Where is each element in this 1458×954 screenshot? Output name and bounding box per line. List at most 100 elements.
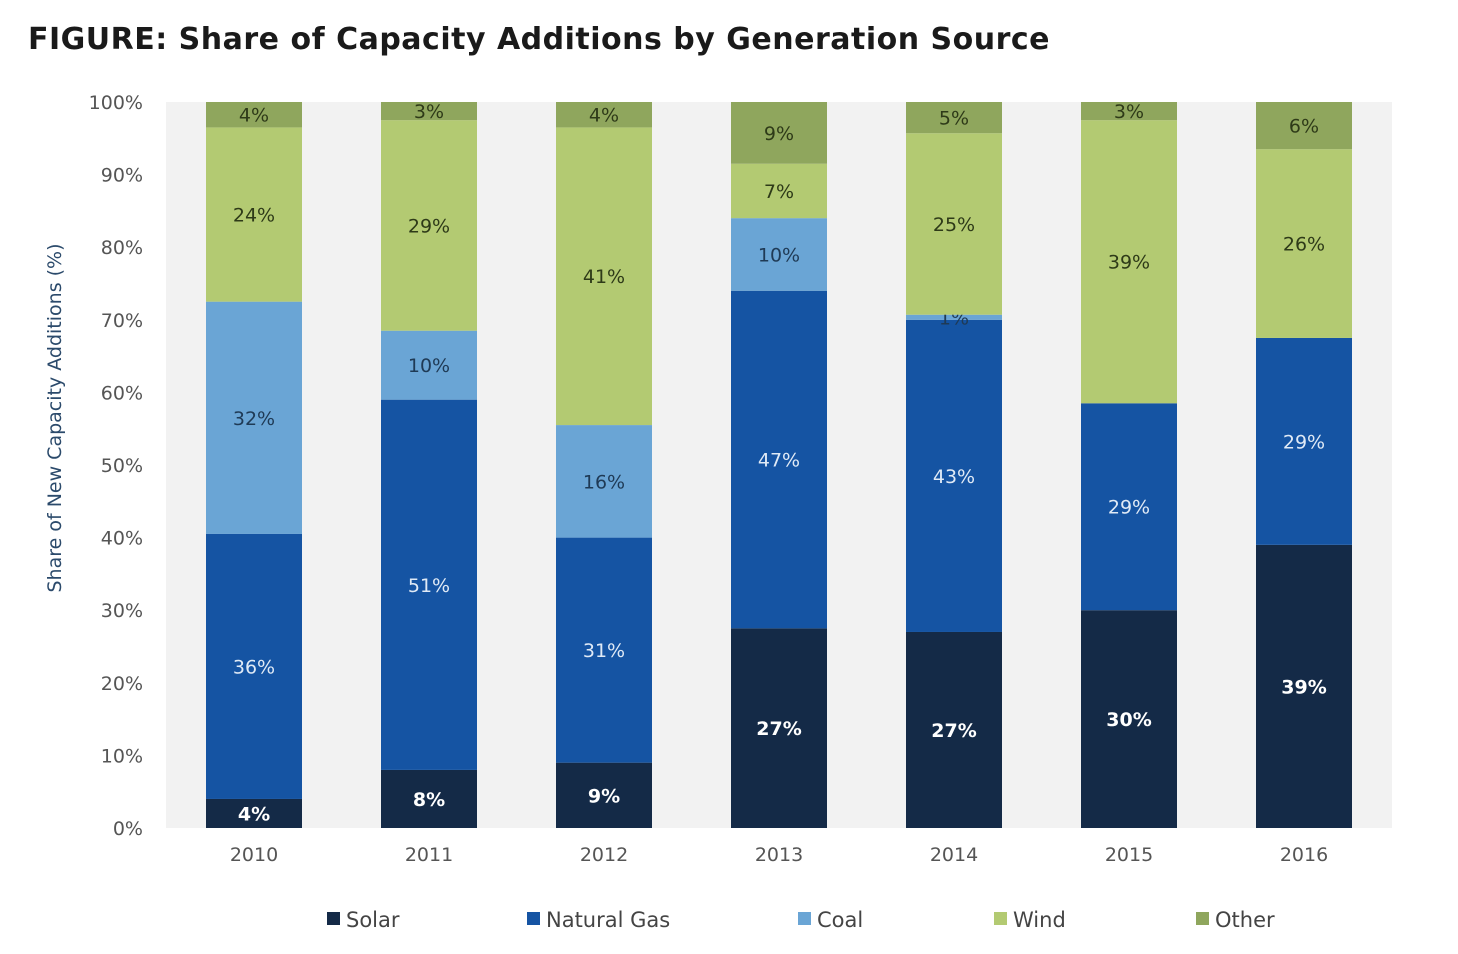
bar-segment-solar bbox=[731, 628, 827, 828]
legend-item-coal: Coal bbox=[798, 908, 863, 932]
bar-segment-solar bbox=[206, 798, 302, 828]
bar-segment-wind bbox=[731, 163, 827, 219]
data-label: 27% bbox=[931, 720, 976, 742]
bar-segment-coal bbox=[731, 218, 827, 291]
bar-segment-natural-gas bbox=[206, 533, 302, 799]
legend-label: Other bbox=[1215, 908, 1275, 932]
legend-swatch bbox=[527, 912, 540, 925]
y-tick-label: 0% bbox=[113, 818, 143, 840]
bar-stack-2016: 39% 29% 26% 6% bbox=[1256, 102, 1352, 828]
legend-label: Wind bbox=[1013, 908, 1066, 932]
legend-swatch bbox=[327, 912, 340, 925]
y-tick-label: 30% bbox=[101, 600, 143, 622]
bar-segment-natural-gas bbox=[556, 537, 652, 763]
bar-segment-solar bbox=[906, 631, 1002, 828]
y-tick-label: 90% bbox=[101, 165, 143, 187]
x-tick-label: 2011 bbox=[405, 844, 453, 866]
legend-label: Coal bbox=[817, 908, 863, 932]
legend-swatch bbox=[1196, 912, 1209, 925]
bar-segment-solar bbox=[1081, 610, 1177, 828]
bar-stack-2011: 8% 51% 10% 29% 3% bbox=[381, 101, 477, 828]
legend-swatch bbox=[798, 912, 811, 925]
data-label: 32% bbox=[233, 408, 275, 430]
bar-segment-coal bbox=[906, 314, 1002, 320]
legend-item-natural-gas: Natural Gas bbox=[527, 908, 670, 932]
data-label: 5% bbox=[939, 108, 969, 130]
data-label: 10% bbox=[758, 244, 800, 266]
bar-stack-2010: 4% 36% 32% 24% 4% bbox=[206, 102, 302, 828]
data-label: 51% bbox=[408, 575, 450, 597]
bar-segment-other bbox=[206, 102, 302, 128]
x-tick-label: 2014 bbox=[930, 844, 978, 866]
data-label: 39% bbox=[1108, 252, 1150, 274]
bar-segment-solar bbox=[1256, 544, 1352, 828]
data-label: 16% bbox=[583, 471, 625, 493]
bar-segment-wind bbox=[1256, 149, 1352, 338]
data-label: 39% bbox=[1281, 676, 1326, 698]
bar-segment-other bbox=[906, 102, 1002, 134]
y-tick-label: 70% bbox=[101, 310, 143, 332]
bar-segment-natural-gas bbox=[731, 290, 827, 629]
legend-item-wind: Wind bbox=[994, 908, 1066, 932]
data-label: 3% bbox=[414, 101, 444, 123]
bar-segment-wind bbox=[906, 133, 1002, 315]
x-tick-label: 2010 bbox=[230, 844, 278, 866]
bar-segment-other bbox=[1081, 102, 1177, 121]
data-label: 6% bbox=[1289, 116, 1319, 138]
data-label: 29% bbox=[408, 215, 450, 237]
bar-segment-wind bbox=[206, 127, 302, 302]
bar-segment-other bbox=[556, 102, 652, 128]
bar-segment-natural-gas bbox=[1081, 403, 1177, 611]
bar-stack-2012: 9% 31% 16% 41% 4% bbox=[556, 102, 652, 828]
data-label: 43% bbox=[933, 466, 975, 488]
data-label: 26% bbox=[1283, 234, 1325, 256]
data-label: 9% bbox=[764, 123, 794, 145]
data-label: 9% bbox=[588, 785, 620, 807]
y-tick-label: 100% bbox=[89, 92, 143, 114]
bar-segment-wind bbox=[381, 120, 477, 331]
y-axis-label: Share of New Capacity Additions (%) bbox=[44, 243, 66, 592]
legend-label: Solar bbox=[346, 908, 400, 932]
data-label: 47% bbox=[758, 450, 800, 472]
y-tick-label: 40% bbox=[101, 528, 143, 550]
bar-segment-wind bbox=[556, 127, 652, 426]
legend: Solar Natural Gas Coal Wind Other bbox=[327, 908, 1275, 932]
legend-label: Natural Gas bbox=[546, 908, 670, 932]
y-tick-label: 10% bbox=[101, 745, 143, 767]
bar-segment-solar bbox=[381, 769, 477, 828]
legend-swatch bbox=[994, 912, 1007, 925]
bar-segment-coal bbox=[556, 425, 652, 538]
bar-segment-natural-gas bbox=[1256, 337, 1352, 545]
data-label: 29% bbox=[1283, 431, 1325, 453]
data-label: 3% bbox=[1114, 101, 1144, 123]
data-label: 4% bbox=[238, 803, 270, 825]
data-label: 29% bbox=[1108, 497, 1150, 519]
y-tick-label: 60% bbox=[101, 382, 143, 404]
legend-item-solar: Solar bbox=[327, 908, 400, 932]
bar-stack-2015: 30% 29% 39% 3% bbox=[1081, 101, 1177, 828]
data-label: 10% bbox=[408, 355, 450, 377]
x-tick-label: 2012 bbox=[580, 844, 628, 866]
bar-segment-other bbox=[731, 102, 827, 164]
y-tick-label: 20% bbox=[101, 673, 143, 695]
bar-stack-2013: 27% 47% 10% 7% 9% bbox=[731, 102, 827, 828]
x-tick-label: 2016 bbox=[1280, 844, 1328, 866]
data-label: 41% bbox=[583, 266, 625, 288]
bar-segment-natural-gas bbox=[381, 399, 477, 770]
legend-item-other: Other bbox=[1196, 908, 1275, 932]
data-label: 7% bbox=[764, 181, 794, 203]
figure-title: FIGURE: Share of Capacity Additions by G… bbox=[28, 22, 1051, 57]
y-axis-ticks: 0% 10% 20% 30% 40% 50% 60% 70% 80% 90% 100% bbox=[89, 92, 143, 840]
data-label: 8% bbox=[413, 789, 445, 811]
x-tick-label: 2015 bbox=[1105, 844, 1153, 866]
bar-segment-other bbox=[381, 102, 477, 121]
data-label: 30% bbox=[1106, 709, 1151, 731]
y-tick-label: 80% bbox=[101, 237, 143, 259]
bar-segment-other bbox=[1256, 102, 1352, 150]
bar-segment-wind bbox=[1081, 120, 1177, 404]
bar-stack-2014: 27%43%1%25%5% bbox=[906, 102, 1002, 828]
data-label: 4% bbox=[239, 105, 269, 127]
x-axis-ticks: 2010 2011 2012 2013 2014 2015 2016 bbox=[230, 844, 1328, 866]
data-label: 36% bbox=[233, 656, 275, 678]
